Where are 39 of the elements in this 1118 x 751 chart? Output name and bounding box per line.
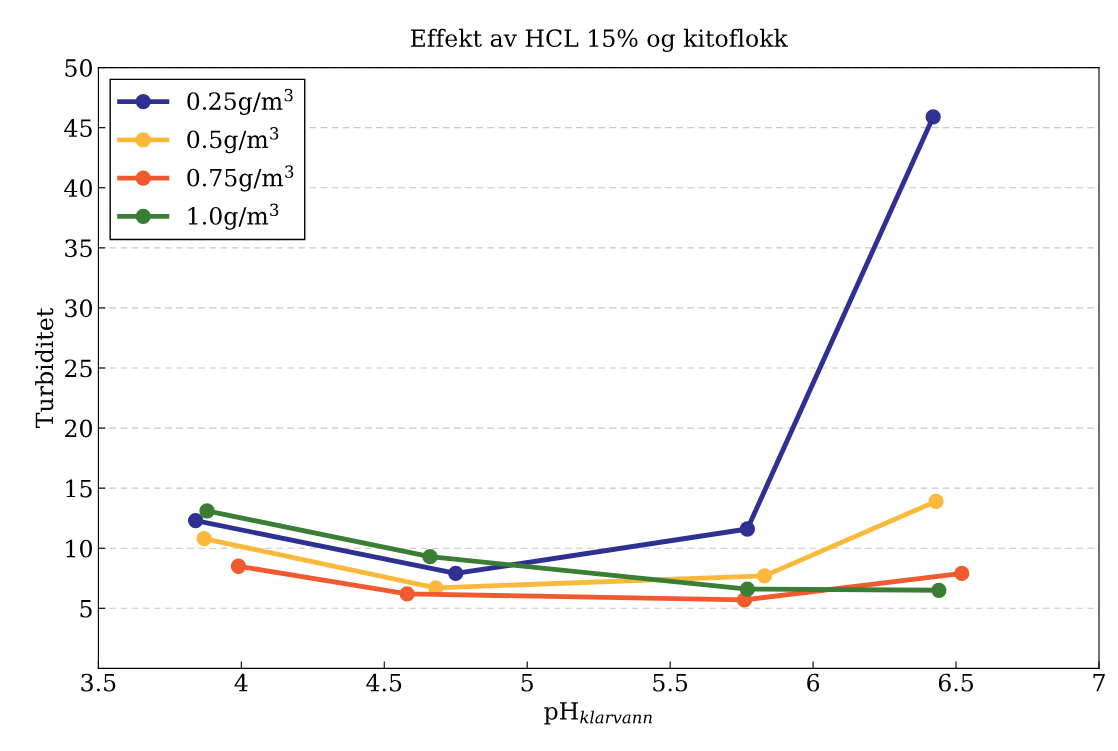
- point: [739, 521, 755, 537]
- point: [448, 565, 464, 582]
- point: [739, 581, 755, 597]
- x-tick-label: 4.5: [366, 673, 402, 692]
- x-tick-label: 5.5: [653, 673, 688, 692]
- y-tick-label: 5: [80, 600, 92, 618]
- y-tick-label: 30: [65, 299, 92, 318]
- x-axis-title: pH$_{klarvann}$: [544, 702, 652, 725]
- x-tick-label: 4: [234, 673, 248, 692]
- point: [756, 568, 773, 584]
- x-tick-label: 3.5: [81, 673, 116, 692]
- point: [196, 530, 212, 547]
- y-tick-label: 20: [65, 419, 92, 438]
- legend-label: 0.75g/m$^{3}$: [187, 165, 294, 192]
- point: [928, 493, 944, 510]
- point: [925, 109, 941, 125]
- x-tick-label: 5: [521, 673, 533, 692]
- y-tick-label: 35: [65, 239, 92, 258]
- y-tick-label: 25: [65, 359, 92, 378]
- point: [422, 549, 438, 565]
- y-tick-label: 45: [64, 119, 92, 137]
- point: [954, 565, 970, 582]
- legend-label: 1.0g/m$^{3}$: [188, 203, 279, 230]
- y-axis-title: Turbiditet: [35, 307, 54, 429]
- x-tick-label: 7: [1093, 673, 1105, 692]
- point: [199, 503, 215, 519]
- point: [931, 582, 947, 598]
- x-tick-label: 6.5: [938, 673, 973, 692]
- legend-label: 0.5g/m$^{3}$: [187, 127, 279, 154]
- x-tick-label: 6: [807, 673, 820, 692]
- y-tick-label: 40: [64, 179, 92, 198]
- y-tick-label: 50: [65, 59, 92, 77]
- y-tick-label: 15: [66, 479, 92, 498]
- point: [230, 558, 247, 574]
- point: [187, 512, 204, 529]
- y-tick-label: 10: [66, 539, 92, 558]
- chart-title: Effekt av HCL 15% og kitoflokk: [410, 28, 788, 52]
- point: [399, 586, 415, 602]
- legend-label: 0.25g/m$^{3}$: [187, 88, 293, 115]
